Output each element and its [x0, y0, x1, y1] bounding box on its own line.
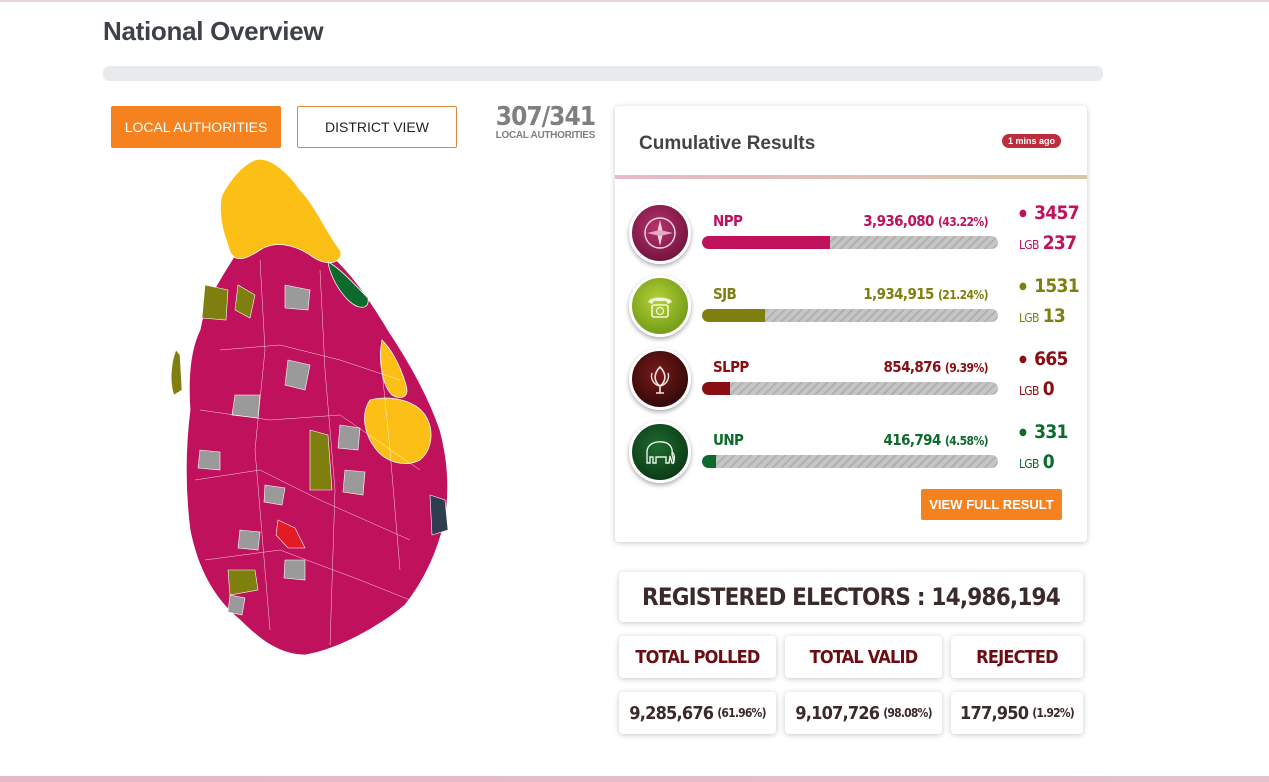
- party-votes: 854,876 (9.39%): [883, 358, 989, 376]
- map-region-east-coast[interactable]: [380, 339, 408, 398]
- compass-icon: [629, 202, 691, 264]
- rejected-header: REJECTED: [951, 636, 1083, 678]
- total-valid-value: 9,107,726 (98.08%): [785, 692, 942, 734]
- card-title: Cumulative Results: [639, 133, 816, 154]
- total-polled-value: 9,285,676 (61.96%): [619, 692, 776, 734]
- page-title: National Overview: [103, 16, 324, 46]
- map-region-sjb-2[interactable]: [234, 284, 256, 319]
- vote-share-bar: [702, 455, 998, 468]
- party-votes: 1,934,915 (21.24%): [863, 285, 988, 303]
- updated-badge: 1 mins ago: [1001, 134, 1061, 148]
- lgb-label: LGB: [1019, 311, 1039, 325]
- party-row-sjb[interactable]: SJB 1,934,915 (21.24%) ● 1531 LGB 13: [615, 275, 1087, 345]
- sri-lanka-map[interactable]: [160, 150, 460, 665]
- local-authorities-button[interactable]: LOCAL AUTHORITIES: [111, 106, 281, 148]
- top-border: [0, 0, 1269, 2]
- seats-block: ● 331 LGB 0: [1019, 421, 1089, 473]
- vote-share-fill: [702, 455, 716, 468]
- counted-authorities: 307/341 LOCAL AUTHORITIES: [470, 102, 596, 141]
- card-divider: [615, 175, 1087, 179]
- seat-count: 1531: [1034, 275, 1079, 297]
- total-valid-header: TOTAL VALID: [785, 636, 942, 678]
- vote-share-fill: [702, 236, 830, 249]
- seats-block: ● 1531 LGB 13: [1019, 275, 1089, 327]
- map-region-east-itak[interactable]: [364, 397, 432, 464]
- lgb-count: 0: [1042, 378, 1055, 400]
- map-region-sjb-5[interactable]: [170, 349, 183, 396]
- flower-bud-icon: [629, 348, 691, 410]
- view-full-result-button[interactable]: VIEW FULL RESULT: [921, 489, 1062, 520]
- party-row-slpp[interactable]: SLPP 854,876 (9.39%) ● 665 LGB 0: [615, 348, 1087, 418]
- counted-label: LOCAL AUTHORITIES: [495, 130, 596, 141]
- map-region-other[interactable]: [429, 494, 449, 536]
- seats-block: ● 3457 LGB 237: [1019, 202, 1089, 254]
- members-icon: ●: [1019, 353, 1027, 365]
- map-region-unp[interactable]: [327, 261, 369, 308]
- party-row-npp[interactable]: NPP 3,936,080 (43.22%) ● 3457 LGB 237: [615, 202, 1087, 272]
- map-region-highlight[interactable]: [275, 519, 306, 549]
- party-row-unp[interactable]: UNP 416,794 (4.58%) ● 331 LGB 0: [615, 421, 1087, 491]
- seat-count: 331: [1034, 421, 1068, 443]
- seat-count: 665: [1034, 348, 1068, 370]
- party-name: NPP: [713, 212, 743, 230]
- party-name: SLPP: [713, 358, 749, 376]
- members-icon: ●: [1019, 207, 1027, 219]
- lgb-count: 237: [1042, 232, 1077, 254]
- party-votes: 3,936,080 (43.22%): [863, 212, 988, 230]
- map-region-sjb-4[interactable]: [227, 569, 259, 596]
- members-icon: ●: [1019, 280, 1027, 292]
- party-name: SJB: [713, 285, 737, 303]
- map-region-sjb-1[interactable]: [201, 284, 229, 321]
- elephant-icon: [629, 421, 691, 483]
- members-icon: ●: [1019, 426, 1027, 438]
- cumulative-results-card: Cumulative Results 1 mins ago NPP 3,936,…: [615, 106, 1087, 542]
- vote-share-fill: [702, 309, 765, 322]
- lgb-label: LGB: [1019, 384, 1039, 398]
- registered-electors: REGISTERED ELECTORS : 14,986,194: [619, 572, 1083, 622]
- map-region-itak[interactable]: [220, 158, 342, 264]
- vote-share-bar: [702, 236, 998, 249]
- district-view-button[interactable]: DISTRICT VIEW: [297, 106, 457, 148]
- map-regions-pending[interactable]: [197, 284, 366, 616]
- lgb-label: LGB: [1019, 457, 1039, 471]
- vote-share-bar: [702, 382, 998, 395]
- telephone-icon: [629, 275, 691, 337]
- vote-share-bar: [702, 309, 998, 322]
- lgb-count: 0: [1042, 451, 1055, 473]
- loading-progress-bar: [103, 66, 1103, 81]
- seats-block: ● 665 LGB 0: [1019, 348, 1089, 400]
- vote-share-fill: [702, 382, 730, 395]
- bottom-border: [0, 776, 1269, 782]
- counted-number: 307/341: [495, 102, 596, 132]
- lgb-count: 13: [1042, 305, 1066, 327]
- party-votes: 416,794 (4.58%): [883, 431, 989, 449]
- map-region-sjb-3[interactable]: [309, 429, 333, 491]
- seat-count: 3457: [1034, 202, 1079, 224]
- rejected-value: 177,950 (1.92%): [951, 692, 1083, 734]
- lgb-label: LGB: [1019, 238, 1039, 252]
- party-name: UNP: [713, 431, 744, 449]
- total-polled-header: TOTAL POLLED: [619, 636, 776, 678]
